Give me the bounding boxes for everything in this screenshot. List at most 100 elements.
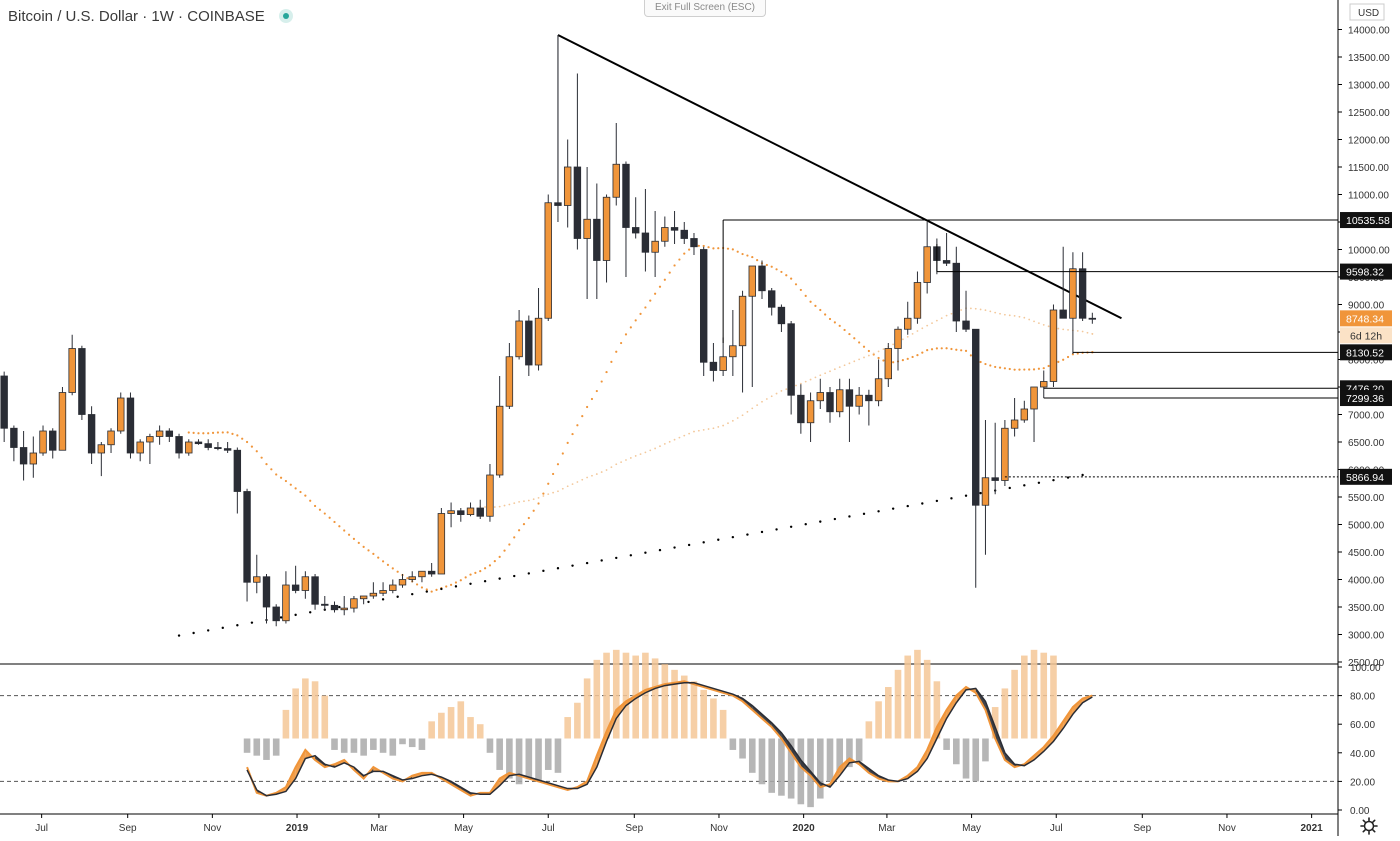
symbol-name[interactable]: Bitcoin / U.S. Dollar <box>8 8 139 25</box>
ma-dot-light <box>576 481 579 483</box>
support-trendline-dot <box>862 512 866 516</box>
price-tick-label: 13000.00 <box>1348 81 1390 92</box>
ma-dot-orange <box>955 348 958 351</box>
ma-dot-orange <box>717 247 720 250</box>
exit-fullscreen-button[interactable]: Exit Full Screen (ESC) <box>644 0 766 17</box>
support-trendline-dot <box>789 525 793 529</box>
ma-dot-light <box>557 490 559 493</box>
ma-dot-light <box>979 308 982 311</box>
ma-dot-orange <box>785 274 788 277</box>
ma-dot-orange <box>333 520 336 524</box>
ma-dot-orange <box>231 432 234 435</box>
histogram-bar-positive <box>593 659 601 739</box>
price-tick-label: 11000.00 <box>1348 191 1389 202</box>
price-tick-label: 12000.00 <box>1348 136 1390 147</box>
histogram-bar-negative <box>263 738 270 760</box>
ma-dot-light <box>756 404 759 407</box>
ma-dot-orange <box>430 590 433 593</box>
histogram-bar-negative <box>778 738 785 796</box>
ma-dot-light <box>741 414 744 417</box>
downtrend-line <box>557 34 1122 320</box>
ma-dot-light <box>1008 314 1011 317</box>
bear-candle <box>758 265 766 292</box>
ma-dot-light <box>581 478 584 481</box>
histogram-bar-negative <box>360 738 367 756</box>
interval-label[interactable]: 1W <box>151 8 174 25</box>
histogram-bar-negative <box>544 738 552 770</box>
histogram-bar-negative <box>758 738 766 785</box>
histogram-bar-negative <box>826 738 834 782</box>
ma-dot-orange <box>615 350 618 353</box>
price-labels: 10535.589598.328130.527476.207299.365866… <box>1340 212 1392 485</box>
ma-dot-light <box>848 362 851 365</box>
ma-dot-orange <box>819 308 822 312</box>
ma-dot-orange <box>1013 368 1016 371</box>
ma-dot-orange <box>488 564 492 567</box>
bull-candle <box>855 394 863 407</box>
bull-candle <box>515 320 523 358</box>
support-trendline-dot <box>979 491 982 495</box>
histogram-bar-positive <box>476 724 484 739</box>
ma-dot-light <box>634 455 637 457</box>
ma-dot-orange <box>1062 358 1065 361</box>
ma-dot-light <box>527 499 530 502</box>
ma-dot-light <box>639 453 642 456</box>
ma-dot-orange <box>454 581 458 584</box>
ma-dot-light <box>561 487 564 490</box>
ma-dot-orange <box>284 479 288 483</box>
histogram-bar-positive <box>583 678 591 739</box>
bear-candle <box>262 576 271 608</box>
ma-dot-orange <box>921 351 924 354</box>
bear-candle <box>952 262 961 322</box>
histogram-bar-positive <box>642 652 649 739</box>
stoch-ribbon-segment <box>295 749 306 779</box>
bear-candle <box>573 166 582 239</box>
ma-dot-orange <box>901 359 904 362</box>
ma-dot-orange <box>994 365 997 369</box>
histogram-bar-negative <box>370 738 377 750</box>
stochastic-axis[interactable]: 0.00 20.00 40.00 60.00 80.00 100.00 <box>0 663 1381 817</box>
support-trendline-dot <box>687 543 691 547</box>
horizontal-levels[interactable] <box>722 219 1338 478</box>
stoch-tick-label: 100.00 <box>1350 663 1381 674</box>
ma-dot-orange <box>527 516 530 520</box>
histogram-bar-negative <box>836 738 844 773</box>
price-tick-label: 4000.00 <box>1348 576 1385 587</box>
bear-candle <box>631 227 640 234</box>
ma-dot-orange <box>299 490 302 494</box>
ma-dot-orange <box>794 283 798 286</box>
histogram-bar-positive <box>603 652 610 739</box>
ma-dot-orange <box>770 265 773 268</box>
ma-dot-orange <box>313 504 317 508</box>
bull-candle <box>563 166 572 206</box>
ma-dot-orange <box>610 360 613 363</box>
histogram-bar-positive <box>321 695 329 739</box>
ma-dot-light <box>877 350 880 353</box>
ma-dot-orange <box>304 494 307 497</box>
ma-dot-orange <box>799 288 802 292</box>
ma-dot-light <box>751 407 754 410</box>
ma-dot-light <box>1076 330 1079 332</box>
price-tick-label: 5500.00 <box>1348 493 1385 504</box>
stoch-ribbon-segment <box>791 745 801 768</box>
time-axis[interactable]: Jul Sep Nov 2019 Mar May Jul Sep Nov 2020 Mar May Ju… <box>0 813 1338 834</box>
ma-dot-orange <box>338 525 341 528</box>
histogram-bar-negative <box>972 738 980 782</box>
ma-dot-orange <box>1042 367 1045 370</box>
current-price-label: 8748.34 <box>1346 313 1384 325</box>
ma-dot-light <box>1091 333 1094 335</box>
gear-icon[interactable] <box>1360 817 1378 835</box>
support-trendline-dot <box>833 517 837 521</box>
ma-dot-light <box>1028 318 1031 321</box>
ma-dot-orange <box>853 337 856 340</box>
histogram-bar-negative <box>496 738 503 770</box>
bull-candle <box>408 576 416 580</box>
bear-candle <box>797 394 805 424</box>
level-price-label-box <box>1340 390 1392 407</box>
bear-candle <box>593 218 601 261</box>
ma-dot-orange <box>289 483 292 486</box>
ma-dot-orange <box>459 579 462 582</box>
ma-dot-light <box>1013 314 1016 317</box>
